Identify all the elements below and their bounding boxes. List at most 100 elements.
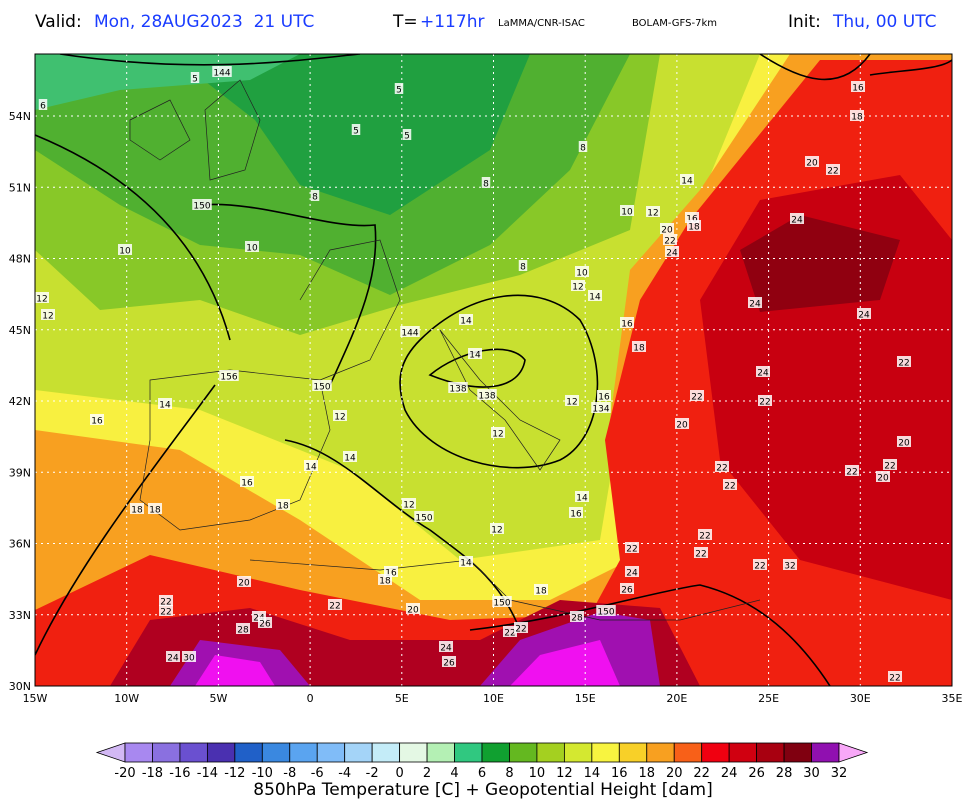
lat-label: 30N [9, 680, 31, 693]
contour-label-box [518, 260, 528, 271]
forecast-value: +117hr [420, 12, 484, 32]
contour-label-box [237, 576, 251, 587]
contour-label-box [665, 246, 679, 257]
contour-label: 18 [149, 506, 161, 516]
contour-label: 14 [460, 559, 472, 569]
contour-label-box [753, 559, 767, 570]
colorbar-label: -16 [169, 766, 190, 781]
contour-label-box [591, 402, 611, 413]
contour-label-box [625, 542, 639, 553]
contour-label-box [883, 459, 897, 470]
contour-label: 22 [515, 625, 526, 635]
contour-label: 16 [852, 84, 864, 94]
contour-label: 22 [754, 562, 765, 572]
contour-label-box [459, 314, 473, 325]
contour-label-box [304, 460, 318, 471]
contour-label-box [130, 503, 144, 514]
contour-label: 22 [846, 468, 857, 478]
colorbar-label: 28 [776, 766, 793, 781]
contour-label-box [118, 244, 132, 255]
contour-label-box [333, 410, 347, 421]
contour-label: 24 [626, 569, 638, 579]
contour-label: 28 [571, 614, 583, 624]
contour-label: 22 [160, 598, 171, 608]
contour-label: 8 [520, 263, 526, 273]
contour-label: 24 [440, 644, 452, 654]
lon-label: 25E [758, 692, 779, 705]
contour-label-box [660, 223, 674, 234]
contour-label: 20 [407, 606, 419, 616]
lat-label: 45N [9, 324, 31, 337]
contour-label-box [625, 566, 639, 577]
contour-label-box [632, 341, 646, 352]
contour-label-box [477, 389, 497, 400]
colorbar-box [152, 742, 181, 763]
contour-label: 12 [42, 312, 53, 322]
colorbar-box [536, 742, 565, 763]
contour-label: 22 [664, 237, 675, 247]
colorbar-label: -18 [142, 766, 163, 781]
contour-label-box [851, 81, 865, 92]
contour-label: 8 [580, 144, 586, 154]
contour-label: 26 [259, 620, 271, 630]
colorbar-box [646, 742, 675, 763]
contour-label: 24 [791, 216, 803, 226]
colorbar-triangle [838, 742, 869, 763]
contour-label-box [723, 479, 737, 490]
contour-label: 10 [576, 269, 588, 279]
contour-label: 18 [379, 577, 391, 587]
contour-label: 14 [576, 494, 588, 504]
contour-label: 150 [597, 608, 614, 618]
contour-label-box [400, 326, 420, 337]
colorbar-label: 20 [666, 766, 683, 781]
contour-label-box [876, 471, 890, 482]
colorbar-box [316, 742, 346, 763]
colorbar-label: 6 [478, 766, 486, 781]
colorbar-label: 12 [556, 766, 573, 781]
colorbar-label: 26 [748, 766, 765, 781]
colorbar-label: 32 [831, 766, 848, 781]
contour-label: 6 [40, 102, 46, 112]
lon-label: 0 [307, 692, 314, 705]
contour-label-box [758, 395, 772, 406]
contour-label: 22 [691, 393, 702, 403]
lat-label: 54N [9, 110, 31, 123]
contour-label-box [897, 356, 911, 367]
contour-label: 18 [277, 502, 289, 512]
lon-label: 30E [850, 692, 871, 705]
colorbar-label: 4 [450, 766, 458, 781]
contour-label: 138 [478, 392, 495, 402]
contour-label: 12 [36, 295, 47, 305]
init-value: Thu, 00 UTC [832, 12, 936, 32]
contour-label: 16 [686, 215, 698, 225]
contour-label: 20 [676, 421, 688, 431]
colorbar-box [179, 742, 208, 763]
colorbar-box [783, 742, 812, 763]
contour-label: 10 [621, 208, 633, 218]
contour-label-box [439, 641, 453, 652]
contour-label: 150 [313, 383, 330, 393]
contour-label: 22 [504, 629, 515, 639]
contour-label: 16 [598, 393, 610, 403]
colorbar-label: -4 [338, 766, 351, 781]
contour-label-box [406, 603, 420, 614]
colorbar-label: -20 [114, 766, 135, 781]
colorbar-box [261, 742, 291, 763]
colorbar-label: -8 [283, 766, 296, 781]
contour-label: 18 [633, 344, 645, 354]
contour-label-box [850, 110, 864, 121]
init-label: Init: [788, 12, 821, 32]
contour-label: 24 [167, 654, 179, 664]
forecast-label: T= [392, 12, 418, 32]
map-frame [34, 53, 953, 687]
contour-label-box [597, 390, 611, 401]
colorbar-box [756, 742, 785, 763]
contour-label-box [328, 599, 342, 610]
contour-label-box [685, 212, 699, 223]
valid-label: Valid: [35, 12, 82, 32]
colorbar-label: 30 [803, 766, 820, 781]
contour-label: 24 [749, 300, 761, 310]
contour-label: 14 [460, 317, 472, 327]
contour-label: 12 [334, 413, 345, 423]
contour-label: 22 [716, 464, 727, 474]
